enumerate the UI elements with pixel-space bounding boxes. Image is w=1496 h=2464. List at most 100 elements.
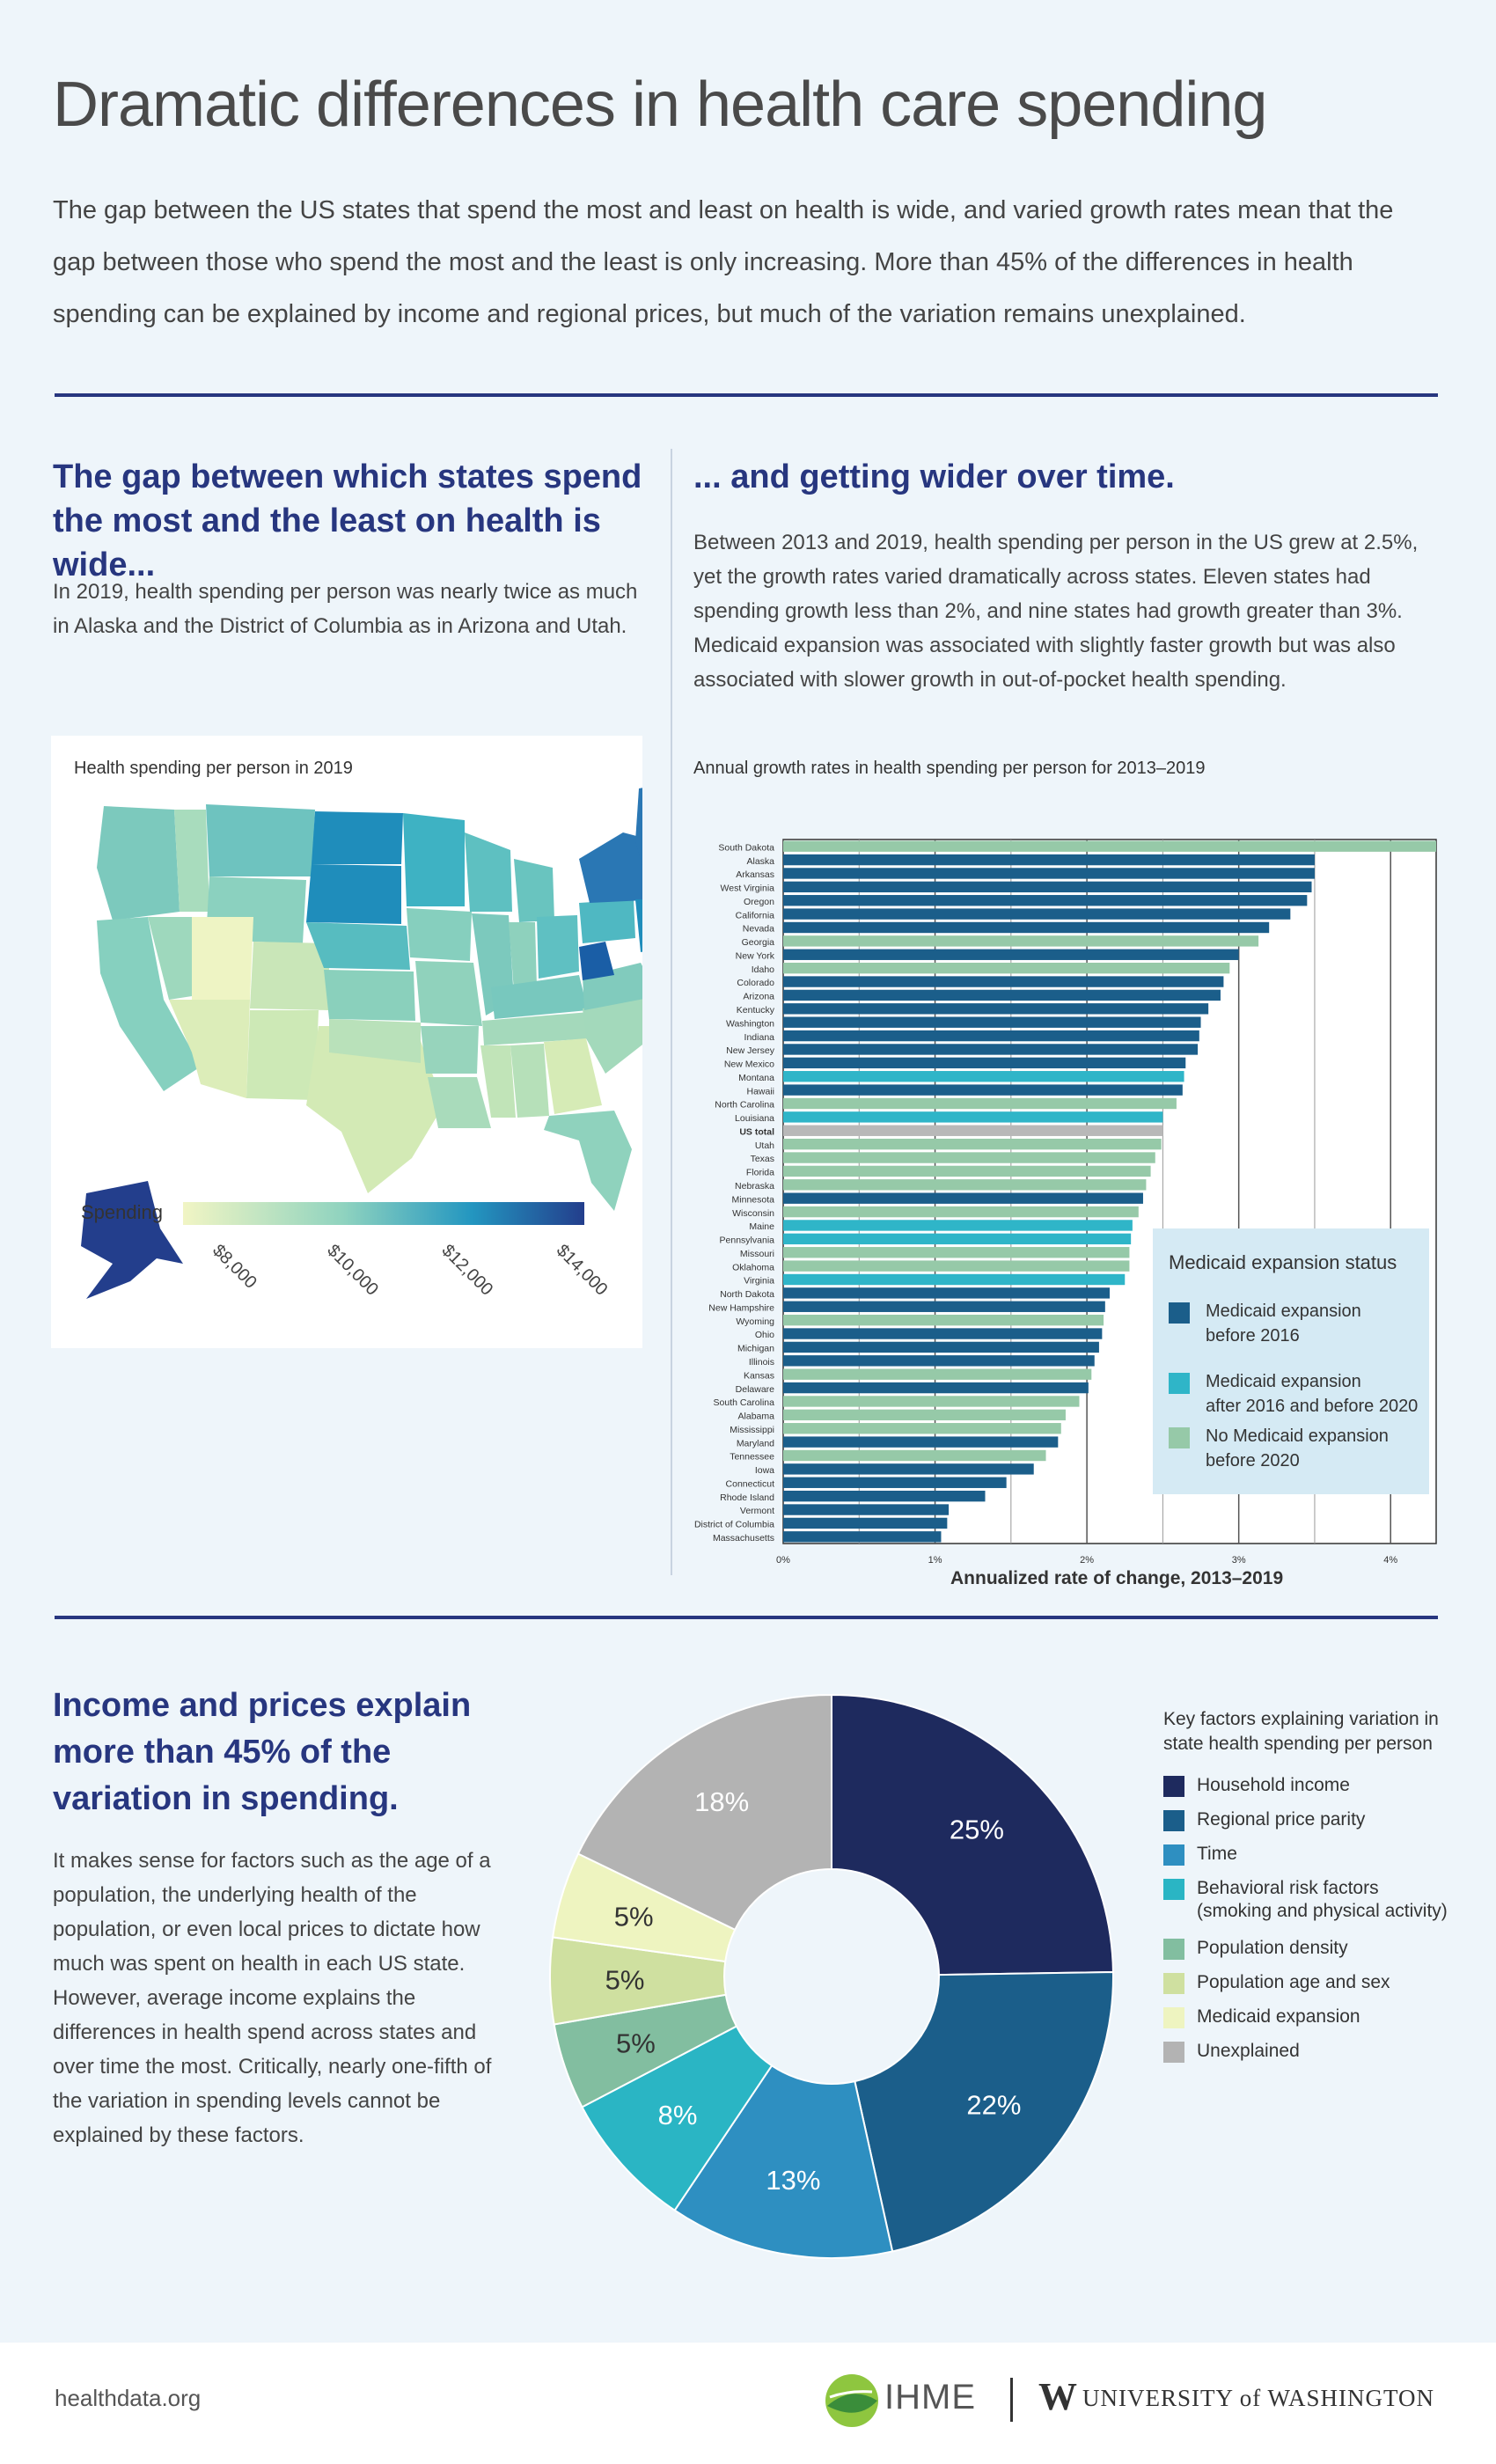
state-region-michigan xyxy=(514,859,554,922)
uw-logo-text: UNIVERSITY of WASHINGTON xyxy=(1082,2385,1434,2411)
spending-gradient-legend: $8,000 $10,000 $12,000 $14,000 xyxy=(183,1202,612,1300)
bar xyxy=(783,1301,1105,1312)
pie-slice-label: 13% xyxy=(766,2165,820,2196)
bar xyxy=(783,1030,1199,1042)
bar-category-label: Maine xyxy=(749,1221,774,1232)
pie-legend-label: Time xyxy=(1197,1844,1237,1864)
state-region-wisconsin xyxy=(465,832,512,912)
state-region-northeast-corridor xyxy=(635,899,642,952)
bar xyxy=(783,1003,1209,1015)
bar xyxy=(783,962,1230,974)
ihme-logo-icon xyxy=(825,2374,878,2427)
bar xyxy=(783,1206,1139,1218)
bar-category-label: Oklahoma xyxy=(732,1262,774,1272)
bar xyxy=(783,1463,1034,1475)
state-region-utah xyxy=(192,917,253,1000)
bar-category-label: Wisconsin xyxy=(732,1208,774,1219)
bottom-section-heading: Income and prices explain more than 45% … xyxy=(53,1687,472,1817)
pie-slice-label: 25% xyxy=(950,1815,1004,1845)
bar-category-label: North Dakota xyxy=(720,1289,774,1300)
state-region-new-england xyxy=(635,788,642,866)
state-region-west-virginia xyxy=(579,942,614,980)
bar xyxy=(783,1382,1089,1394)
state-region-kentucky xyxy=(491,975,588,1019)
pie-legend-swatch xyxy=(1163,1776,1184,1797)
bar-category-label: Wyoming xyxy=(736,1316,774,1327)
pie-legend-label: Unexplained xyxy=(1197,2041,1300,2061)
bar-x-tick-label: 2% xyxy=(1080,1555,1094,1566)
state-region-nevada xyxy=(148,917,192,1000)
left-section-body: In 2019, health spending per person was … xyxy=(53,580,638,638)
pie-slice-label: 8% xyxy=(658,2100,698,2130)
pie-legend-label: Behavioral risk factors (smoking and phys… xyxy=(1197,1878,1448,1921)
bar xyxy=(783,935,1259,947)
footer-divider xyxy=(1010,2378,1013,2422)
bar-category-label: Kansas xyxy=(744,1370,774,1381)
bar-category-label: Delaware xyxy=(736,1384,775,1395)
state-region-georgia xyxy=(544,1038,602,1114)
bar-category-label: Rhode Island xyxy=(720,1492,774,1503)
bar xyxy=(783,1368,1092,1380)
page-title: Dramatic differences in health care spen… xyxy=(53,70,1267,140)
bar xyxy=(783,840,1436,852)
bar-category-label: Idaho xyxy=(752,964,774,975)
bar xyxy=(783,1449,1046,1462)
bar-x-tick-label: 0% xyxy=(776,1555,790,1566)
bar-category-label: Missouri xyxy=(740,1249,774,1259)
pie-legend-label: Population age and sex xyxy=(1197,1972,1390,1992)
bar xyxy=(783,1504,950,1515)
bar xyxy=(783,1179,1147,1191)
bar xyxy=(783,868,1315,879)
bar-chart-caption: Annual growth rates in health spending p… xyxy=(693,759,1206,778)
gradient-tick-label: $10,000 xyxy=(323,1241,382,1300)
state-region-colorado xyxy=(250,942,329,1010)
state-region-alabama xyxy=(510,1044,549,1118)
uw-logo-icon: W xyxy=(1038,2378,1077,2416)
gradient-tick-label: $14,000 xyxy=(553,1241,612,1300)
bar-category-label: Tennessee xyxy=(730,1452,774,1463)
bar xyxy=(783,1423,1061,1434)
state-region-indiana xyxy=(509,922,537,991)
pie-slice xyxy=(854,1971,1114,2253)
bar-category-label: New Mexico xyxy=(724,1060,774,1070)
bar-category-label: North Carolina xyxy=(715,1100,774,1111)
column-divider xyxy=(671,449,672,1575)
state-region-montana xyxy=(206,804,315,876)
pie-slice-label: 5% xyxy=(605,1965,645,1996)
bar xyxy=(783,1396,1080,1407)
gradient-tick-label: $8,000 xyxy=(209,1241,260,1293)
footer-link[interactable]: healthdata.org xyxy=(55,2385,202,2411)
bar xyxy=(783,949,1239,960)
state-region-new-mexico xyxy=(246,1010,319,1100)
right-section-body: Between 2013 and 2019, health spending p… xyxy=(693,531,1419,692)
bar-category-label: California xyxy=(736,910,775,920)
pie-legend-swatch xyxy=(1163,1879,1184,1900)
bar xyxy=(783,1314,1104,1326)
state-region-arkansas xyxy=(421,1026,479,1074)
bar xyxy=(783,1071,1184,1082)
bar xyxy=(783,1016,1201,1028)
left-section-heading: The gap between which states spend the m… xyxy=(53,458,642,583)
bar-category-label: Utah xyxy=(755,1140,774,1151)
bar-x-axis-title: Annualized rate of change, 2013–2019 xyxy=(950,1568,1284,1588)
state-region-louisiana xyxy=(428,1077,491,1128)
state-region-idaho xyxy=(174,810,209,912)
bar xyxy=(783,989,1221,1001)
state-region-texas xyxy=(306,1026,444,1193)
bar-category-label: Georgia xyxy=(742,937,775,948)
bar xyxy=(783,1233,1132,1245)
medicaid-legend: Medicaid expansion status Medicaid expan… xyxy=(1153,1228,1429,1494)
bar-category-label: Alabama xyxy=(738,1412,775,1422)
ihme-logo-text: IHME xyxy=(884,2378,976,2416)
pie-slice-label: 5% xyxy=(616,2028,656,2058)
bar-category-label: Washington xyxy=(726,1018,774,1029)
bar xyxy=(783,1097,1177,1110)
state-region-ohio xyxy=(537,915,579,979)
pie-legend-label: Medicaid expansion xyxy=(1197,2006,1360,2027)
bar-category-label: New Jersey xyxy=(726,1045,775,1056)
bar-category-label: Oregon xyxy=(744,897,774,907)
top-divider xyxy=(55,393,1438,397)
pie-legend-swatch xyxy=(1163,2007,1184,2028)
state-region-oklahoma xyxy=(329,1019,421,1063)
bar-chart-container: South Dakota Alaska Arkansas West Virginia O… xyxy=(678,811,1447,1603)
